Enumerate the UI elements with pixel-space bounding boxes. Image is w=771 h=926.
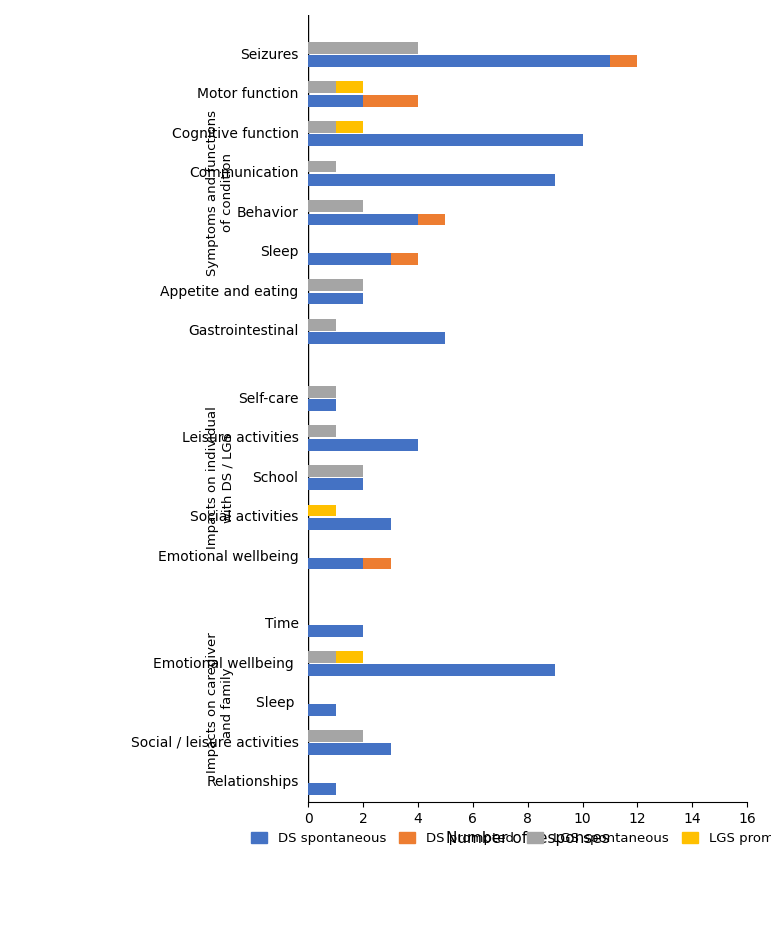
Legend: DS spontaneous, DS prompted, LGS spontaneous, LGS prompted: DS spontaneous, DS prompted, LGS spontan… bbox=[246, 826, 771, 850]
Bar bbox=[308, 121, 335, 132]
Bar bbox=[308, 56, 610, 68]
Bar bbox=[391, 253, 418, 265]
Bar bbox=[308, 651, 335, 663]
Bar bbox=[308, 505, 335, 517]
Bar bbox=[335, 81, 363, 94]
Bar bbox=[308, 160, 335, 172]
Bar bbox=[308, 134, 583, 146]
Bar bbox=[308, 279, 363, 291]
Bar bbox=[308, 214, 418, 225]
Bar bbox=[308, 782, 335, 795]
Bar bbox=[308, 730, 363, 742]
Bar bbox=[308, 94, 363, 106]
X-axis label: Number of responses: Number of responses bbox=[446, 832, 610, 846]
Bar bbox=[308, 332, 446, 344]
Bar bbox=[308, 253, 391, 265]
Bar bbox=[308, 664, 555, 676]
Bar bbox=[308, 425, 335, 437]
Bar bbox=[308, 42, 418, 54]
Bar bbox=[308, 744, 391, 756]
Bar bbox=[335, 651, 363, 663]
Bar bbox=[308, 465, 363, 477]
Bar bbox=[308, 625, 363, 636]
Bar bbox=[308, 704, 335, 716]
Bar bbox=[308, 479, 363, 490]
Bar bbox=[308, 293, 363, 305]
Bar bbox=[363, 94, 418, 106]
Bar bbox=[418, 214, 446, 225]
Bar bbox=[308, 439, 418, 451]
Bar bbox=[610, 56, 638, 68]
Bar bbox=[308, 200, 363, 212]
Bar bbox=[308, 386, 335, 398]
Bar bbox=[308, 518, 391, 530]
Text: Symptoms and functions
of condition: Symptoms and functions of condition bbox=[207, 110, 234, 276]
Text: Impacts on individual
with DS / LGS: Impacts on individual with DS / LGS bbox=[207, 407, 234, 549]
Bar bbox=[308, 557, 363, 569]
Bar bbox=[308, 81, 335, 94]
Bar bbox=[308, 399, 335, 411]
Bar bbox=[308, 319, 335, 331]
Bar bbox=[363, 557, 391, 569]
Bar bbox=[335, 121, 363, 132]
Text: Impacts on caregiver
and family: Impacts on caregiver and family bbox=[207, 632, 234, 773]
Bar bbox=[308, 174, 555, 186]
